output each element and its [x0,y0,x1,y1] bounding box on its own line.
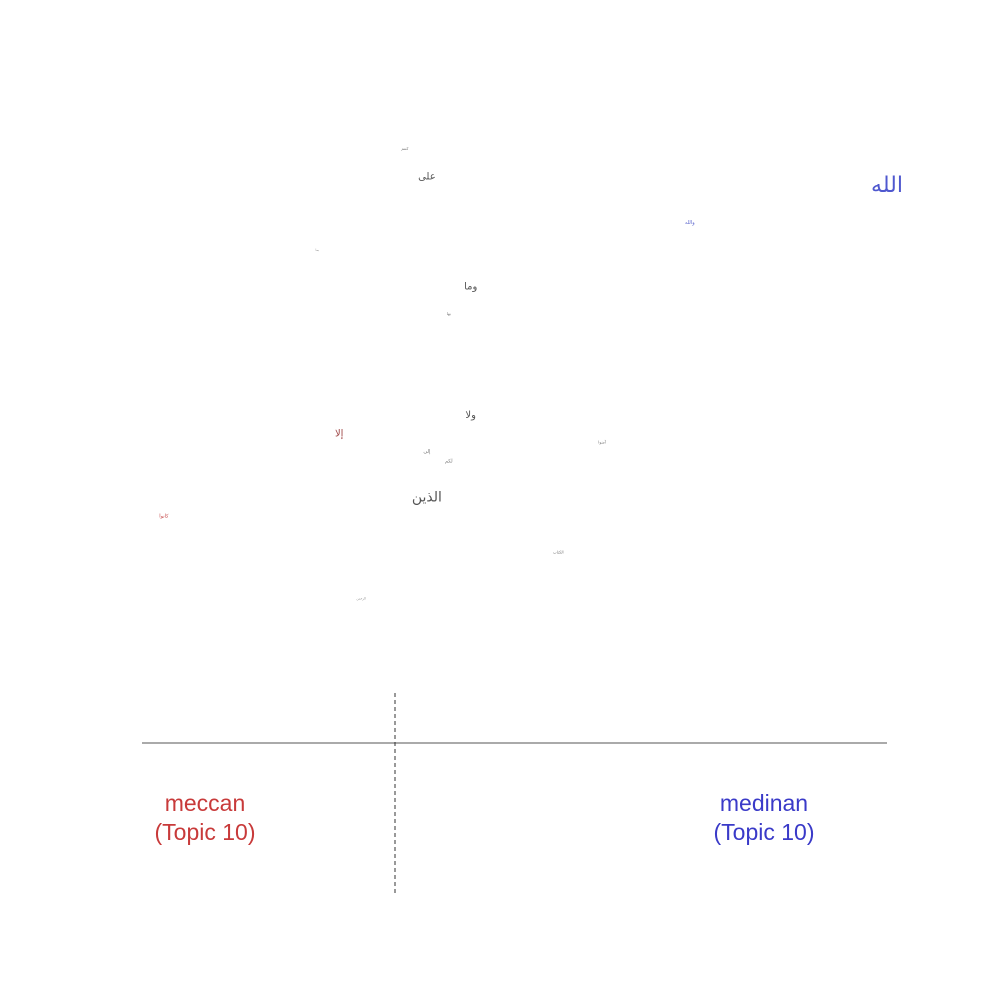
word-point: إلا [335,428,344,439]
word-point: كنتم [401,146,408,151]
word-point: والله [685,220,695,226]
word-point: وما [464,282,477,293]
word-point: كانوا [159,513,169,519]
word-point: إلى [423,449,431,455]
word-point: الكتاب [553,550,564,555]
medinan-label-line2: (Topic 10) [714,819,815,845]
word-point: الذين [412,490,442,506]
word-point: بما [315,248,319,252]
word-point: الرحمن [356,596,365,600]
word-point: على [418,172,436,183]
word-point: بها [447,311,451,316]
word-points: الله على كنتم والله بما وما بها ولا إلا آمنوا إلى ل… [159,146,903,600]
word-point: آمنوا [598,440,607,445]
medinan-label-line1: medinan [720,790,808,816]
word-point: ولا [465,410,476,421]
meccan-label-line1: meccan [165,790,246,816]
word-point: الله [871,173,903,198]
word-point: لكم [445,458,453,464]
meccan-label-line2: (Topic 10) [155,819,256,845]
